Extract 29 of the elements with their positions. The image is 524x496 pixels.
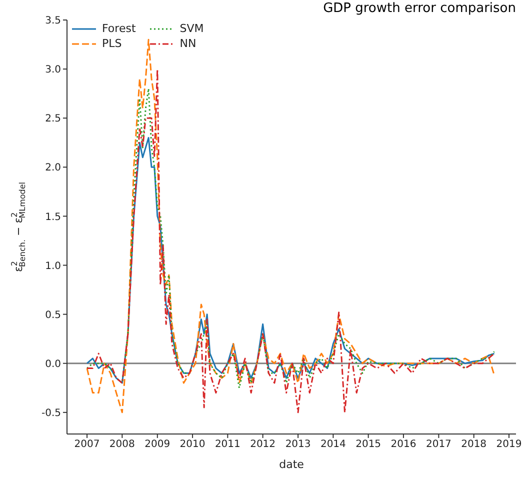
x-tick-label: 2014	[320, 439, 346, 450]
legend-label: Forest	[102, 22, 136, 35]
x-tick-label: 2007	[74, 439, 100, 450]
x-tick-label: 2019	[496, 439, 522, 450]
legend-label: PLS	[102, 37, 122, 50]
x-tick-label: 2017	[426, 439, 452, 450]
x-tick-label: 2012	[250, 439, 276, 450]
y-tick-label: 2.0	[45, 162, 61, 174]
y-tick-label: 0.0	[45, 358, 61, 370]
x-tick-label: 2015	[356, 439, 382, 450]
y-tick-label: 1.0	[45, 260, 61, 272]
chart-title: GDP growth error comparison	[323, 1, 516, 16]
x-axis-title: date	[279, 458, 304, 471]
y-tick-label: 3.0	[45, 64, 61, 76]
x-tick-label: 2013	[285, 439, 311, 450]
x-tick-label: 2018	[461, 439, 487, 450]
legend-label: SVM	[180, 22, 204, 35]
line-series	[86, 136, 495, 384]
y-tick-label: 0.5	[45, 310, 61, 321]
x-tick-label: 2009	[144, 439, 170, 450]
legend-label: NN	[180, 37, 196, 50]
y-tick-label: 3.5	[45, 16, 61, 27]
x-tick-label: 2016	[390, 439, 416, 450]
y-tick-label: -0.5	[41, 408, 61, 419]
x-tick-label: 2008	[109, 439, 135, 450]
x-tick-label: 2011	[214, 439, 240, 450]
x-tick-label: 2010	[180, 439, 206, 450]
y-tick-label: 1.5	[45, 212, 61, 223]
y-tick-label: 2.5	[45, 114, 61, 125]
